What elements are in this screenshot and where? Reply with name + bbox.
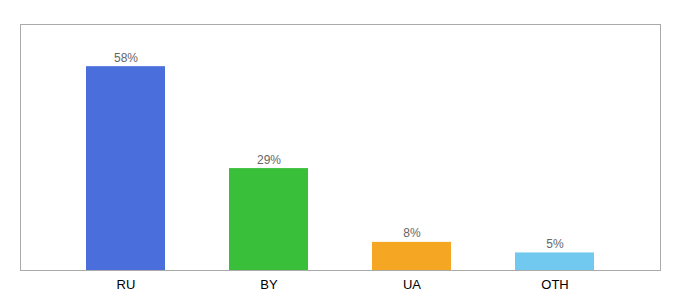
svg-text:UA: UA xyxy=(403,277,421,292)
svg-text:RU: RU xyxy=(117,277,136,292)
svg-text:58%: 58% xyxy=(114,51,138,65)
svg-text:OTH: OTH xyxy=(541,277,568,292)
svg-text:8%: 8% xyxy=(403,226,421,240)
svg-text:BY: BY xyxy=(260,277,278,292)
svg-text:29%: 29% xyxy=(257,153,281,167)
svg-text:5%: 5% xyxy=(546,237,564,251)
